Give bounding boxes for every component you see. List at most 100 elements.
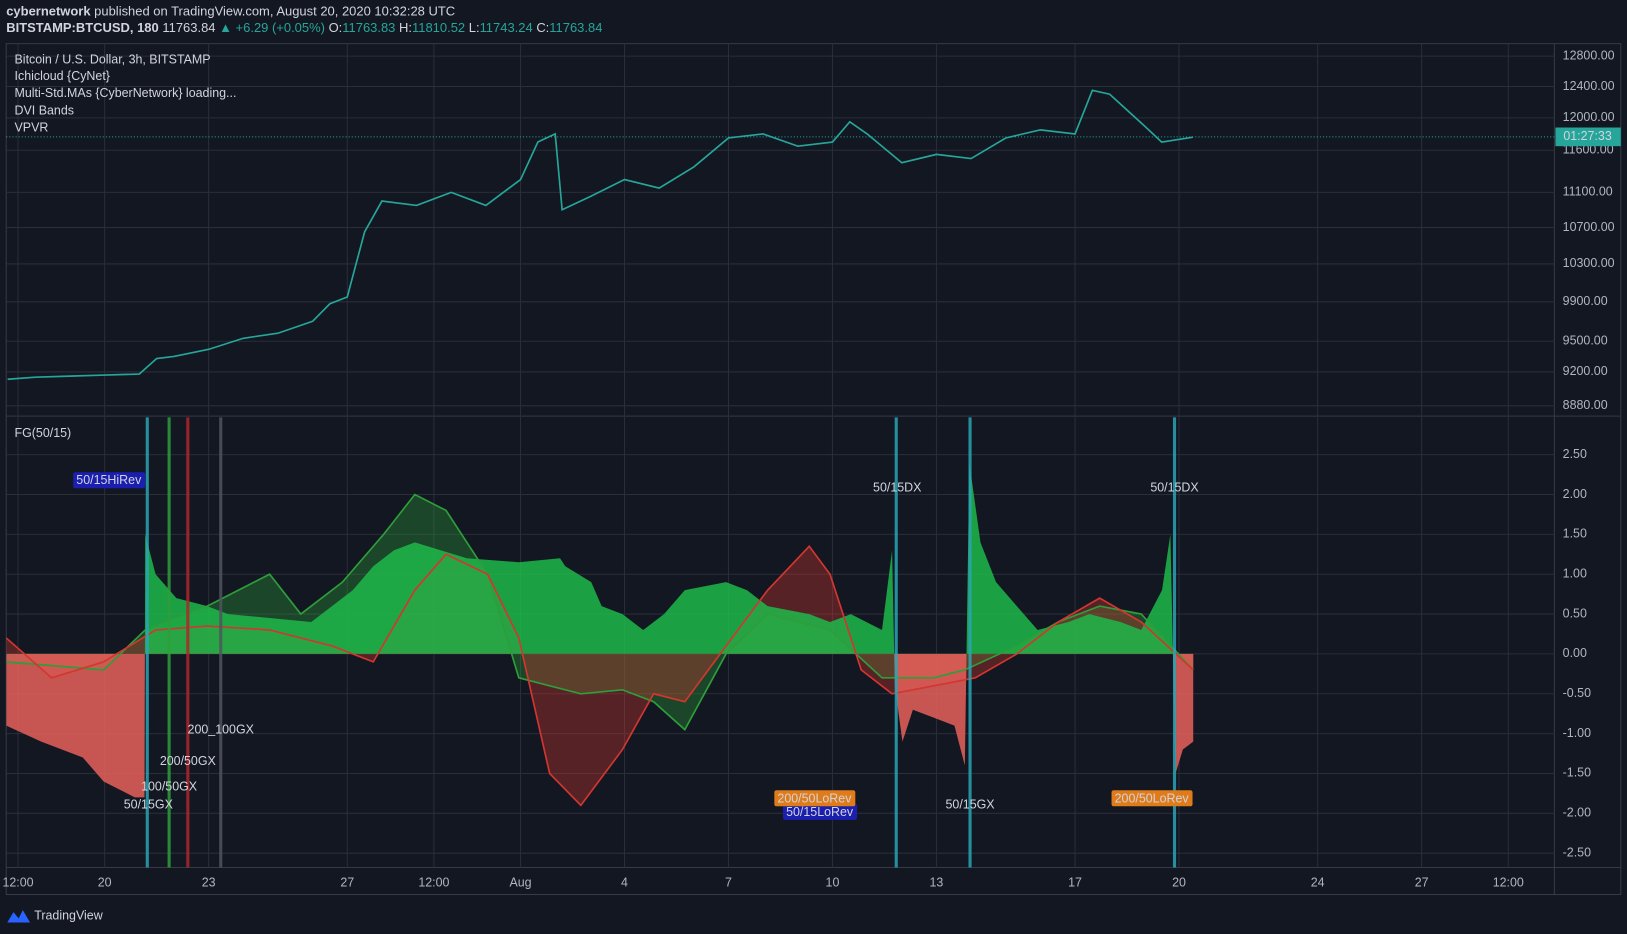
annotation: 50/15DX: [1150, 480, 1199, 494]
low: 11743.24: [480, 21, 533, 36]
indicator-label: Multi-Std.MAs {CyberNetwork} loading...: [15, 86, 237, 100]
y-tick-label: 9200.00: [1563, 364, 1608, 378]
symbol: BITSTAMP:BTCUSD, 180: [6, 21, 159, 36]
y-tick-label: 0.50: [1563, 606, 1587, 620]
annotation: 100/50GX: [141, 779, 198, 793]
price-series: [7, 89, 1194, 381]
annotation: 50/15GX: [945, 798, 995, 812]
x-tick-label: 7: [725, 875, 732, 889]
x-tick-label: 10: [826, 875, 840, 889]
annotation-label: 50/15DX: [1150, 480, 1199, 494]
x-tick-label: 27: [340, 875, 354, 889]
annotation-box: [774, 790, 856, 807]
y-tick-label: 10700.00: [1563, 220, 1615, 234]
y-tick-label: 1.00: [1563, 566, 1587, 580]
indicator-label: VPVR: [15, 120, 49, 134]
y-tick-label: 2.00: [1563, 487, 1587, 501]
x-tick-label: 23: [202, 875, 216, 889]
x-tick-label: 27: [1415, 875, 1429, 889]
x-tick-label: Aug: [509, 875, 531, 889]
x-tick-label: 24: [1311, 875, 1325, 889]
annotation: 50/15HiRev: [73, 472, 146, 489]
y-tick-label: -0.50: [1563, 686, 1591, 700]
x-tick-label: 20: [98, 875, 112, 889]
annotation-label: 50/15HiRev: [76, 473, 142, 487]
plot-layer: 12800.0012400.0012000.0011600.0011100.00…: [2, 43, 1621, 889]
annotation-label: 50/15GX: [124, 798, 174, 812]
annotation: 50/15DX: [873, 480, 922, 494]
annotation: 200_100GX: [188, 723, 255, 737]
annotation-label: 200/50LoRev: [1115, 791, 1190, 805]
annotation-label: 50/15DX: [873, 480, 922, 494]
author: cybernetwork: [6, 4, 91, 19]
indicator-label: DVI Bands: [15, 103, 74, 117]
y-tick-label: 10300.00: [1563, 256, 1615, 270]
y-tick-label: 11100.00: [1563, 185, 1613, 199]
indicator-label: Ichicloud {CyNet}: [15, 69, 110, 83]
y-tick-label: 9500.00: [1563, 334, 1608, 348]
x-tick-label: 12:00: [2, 875, 33, 889]
y-tick-label: -2.50: [1563, 845, 1591, 859]
x-tick-label: 12:00: [418, 875, 449, 889]
annotation: 200/50LoRev: [1111, 790, 1193, 807]
high-label: H:: [399, 21, 412, 36]
published: published on TradingView.com, August 20,…: [94, 4, 455, 19]
countdown: 01:27:33: [1563, 129, 1611, 143]
open: 11763.83: [342, 21, 395, 36]
logo: TradingView: [7, 909, 104, 923]
y-tick-label: 2.50: [1563, 447, 1587, 461]
y-tick-label: 12000.00: [1563, 110, 1615, 124]
y-tick-label: -2.00: [1563, 806, 1591, 820]
low-label: L:: [469, 21, 480, 36]
x-tick-label: 17: [1068, 875, 1082, 889]
annotation-label: 100/50GX: [141, 779, 198, 793]
oscillator-plot: [6, 417, 1194, 868]
annotation: 200/50LoRev: [774, 790, 856, 807]
y-tick-label: 12800.00: [1563, 48, 1615, 62]
annotation-box: [1111, 790, 1193, 807]
price-line: [7, 89, 1194, 381]
annotation-box: [782, 803, 858, 820]
pane-title: Bitcoin / U.S. Dollar, 3h, BITSTAMP: [15, 53, 211, 67]
annotation: 50/15GX: [124, 798, 174, 812]
y-tick-label: 0.00: [1563, 646, 1587, 660]
y-tick-label: 12400.00: [1563, 79, 1615, 93]
header-line: cybernetwork published on TradingView.co…: [6, 4, 455, 19]
close-label: C:: [536, 21, 549, 36]
y-tick-label: 1.50: [1563, 527, 1587, 541]
y-tick-label: 8880.00: [1563, 398, 1608, 412]
change: ▲ +6.29 (+0.05%): [219, 21, 325, 36]
countdown-box: [1555, 127, 1621, 147]
annotation-label: 200_100GX: [188, 723, 255, 737]
x-tick-label: 4: [621, 875, 628, 889]
close: 11763.84: [549, 21, 602, 36]
last: 11763.84: [162, 21, 215, 36]
pane-title: FG(50/15): [15, 426, 72, 440]
annotation: 50/15LoRev: [782, 803, 858, 820]
histogram-positive: [6, 462, 1194, 654]
frame: [5, 43, 1622, 896]
annotation-box: [73, 472, 146, 489]
y-tick-label: -1.00: [1563, 726, 1591, 740]
x-tick-label: 13: [930, 875, 944, 889]
signal-area: [6, 546, 1194, 806]
high: 11810.52: [412, 21, 465, 36]
annotation-label: 200/50LoRev: [777, 791, 852, 805]
annotation-label: 50/15GX: [945, 798, 995, 812]
annotation-label: 50/15LoRev: [786, 805, 854, 819]
x-tick-label: 20: [1172, 875, 1186, 889]
y-tick-label: 9900.00: [1563, 294, 1608, 308]
y-tick-label: -1.50: [1563, 766, 1591, 780]
signal-line: [6, 545, 1194, 807]
brand: TradingView: [34, 909, 103, 923]
open-label: O:: [329, 21, 343, 36]
logo-icon: [7, 910, 31, 923]
signal-line: [6, 493, 1194, 731]
x-tick-label: 12:00: [1493, 875, 1524, 889]
annotation: 200/50GX: [160, 754, 217, 768]
symbol-line: BITSTAMP:BTCUSD, 180 11763.84 ▲ +6.29 (+…: [6, 21, 602, 36]
annotation-label: 200/50GX: [160, 754, 217, 768]
